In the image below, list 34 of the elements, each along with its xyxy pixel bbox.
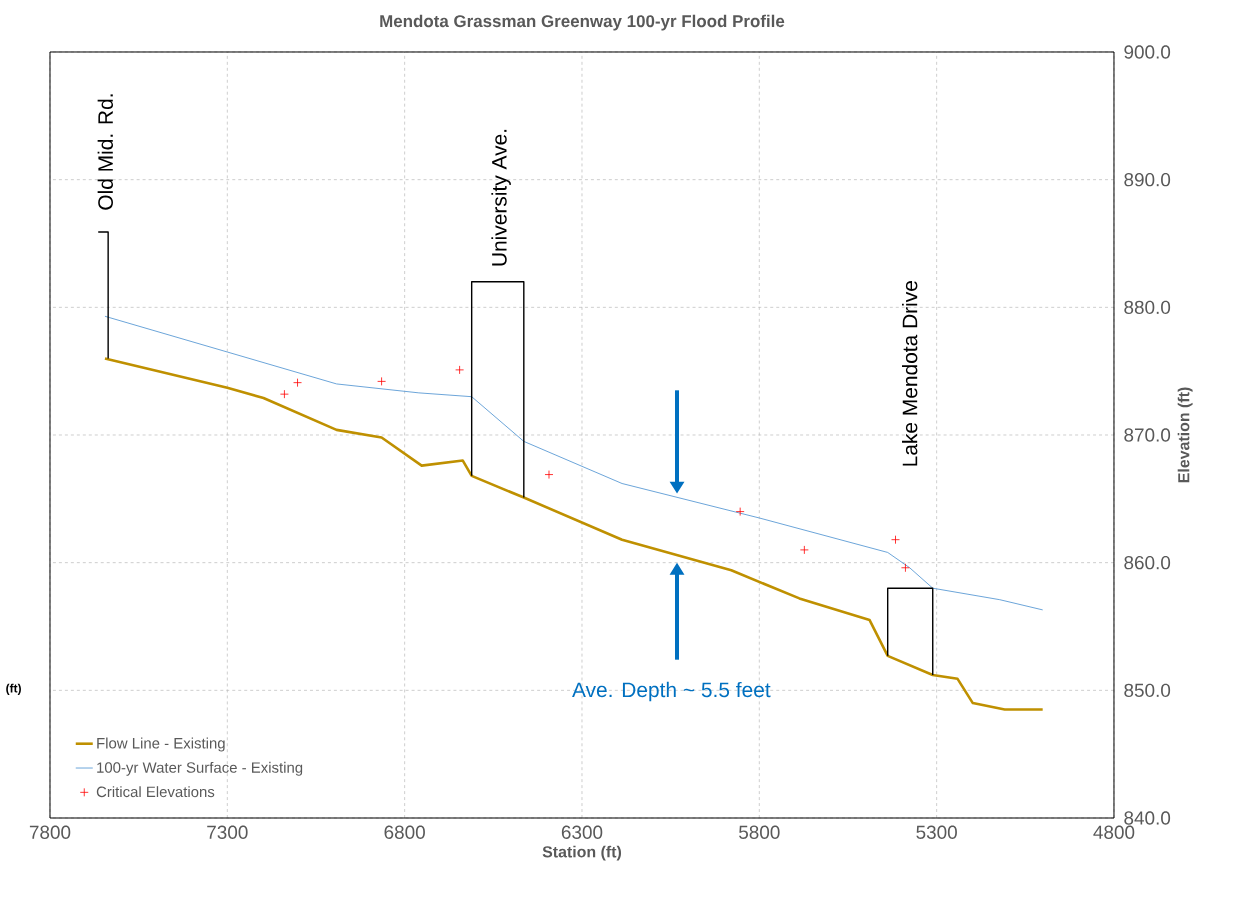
y-tick-label: 870.0 — [1124, 428, 1171, 442]
y-tick-label: 840.0 — [1124, 811, 1171, 825]
point — [544, 470, 554, 479]
chart-title: Mendota Grassman Greenway 100-yr Flood Profile — [380, 14, 785, 31]
x-tick-label: 5800 — [739, 825, 780, 839]
x-axis-title: Station (ft) — [542, 845, 622, 861]
legend-label: Critical Elevations — [96, 786, 215, 798]
annotation: Old Mid. Rd. — [97, 94, 113, 210]
point — [455, 365, 465, 375]
annotation: Lake Mendota Drive — [902, 281, 918, 466]
annotation: Ave. Depth ~ 5.5 feet — [572, 681, 771, 702]
point — [735, 507, 745, 516]
point — [901, 563, 910, 573]
y-tick-label: 860.0 — [1124, 555, 1171, 570]
x-tick-label: 5300 — [916, 825, 957, 839]
x-tick-label: 7800 — [29, 825, 71, 839]
point — [799, 545, 809, 555]
y-axis-title: Elevation (ft) — [1177, 387, 1193, 483]
point — [891, 535, 900, 545]
x-tick-label: 6800 — [384, 825, 425, 839]
legend-label: Flow Line - Existing — [97, 737, 225, 752]
y-tick-label: 850.0 — [1124, 683, 1171, 698]
annotation: University Ave. — [491, 129, 511, 266]
point — [377, 376, 386, 386]
text: (ft) — [6, 683, 21, 695]
x-tick-label: 4800 — [1093, 825, 1135, 839]
point — [293, 378, 302, 388]
x-tick-label: 7300 — [207, 825, 248, 839]
x-tick-label: 6300 — [561, 825, 603, 839]
point — [280, 389, 289, 399]
y-tick-label: 890.0 — [1124, 172, 1171, 187]
y-tick-label: 900.0 — [1124, 45, 1171, 59]
legend-label: 100-yr Water Surface - Existing — [97, 761, 303, 776]
y-tick-label: 880.0 — [1124, 300, 1171, 315]
